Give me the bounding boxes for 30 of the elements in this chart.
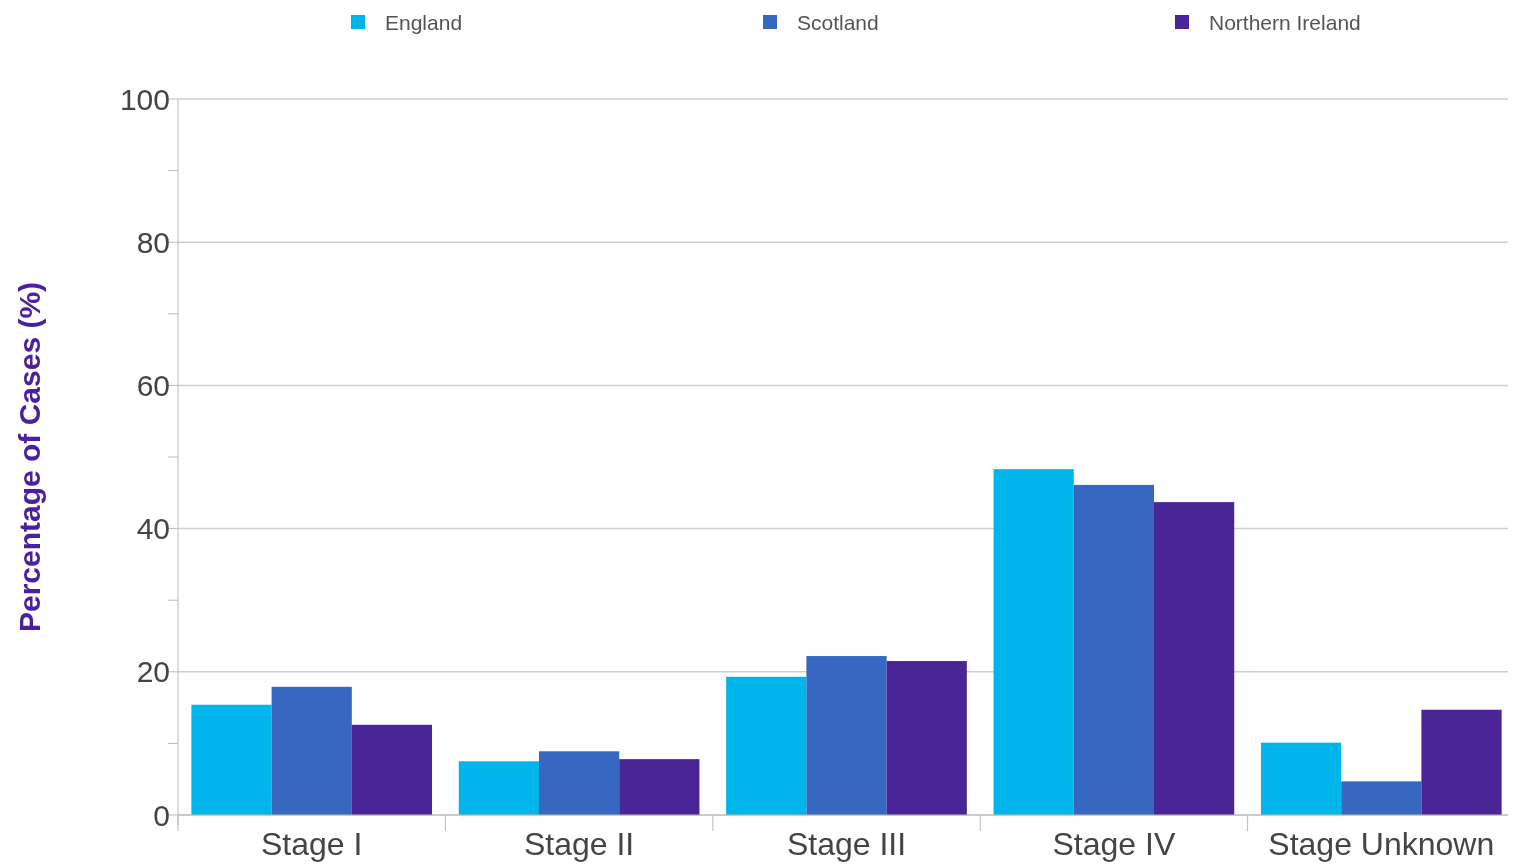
bar xyxy=(1260,742,1342,815)
legend-label: England xyxy=(385,11,463,35)
x-tick-label: Stage Unknown xyxy=(1268,826,1495,862)
y-axis-title: Percentage of Cases (%) xyxy=(13,281,46,633)
bar xyxy=(1073,484,1155,815)
legend-label: Scotland xyxy=(797,11,879,35)
y-tick-label: 80 xyxy=(136,225,170,259)
legend-label: Northern Ireland xyxy=(1209,11,1361,35)
bar xyxy=(726,676,807,815)
x-tick-label: Stage I xyxy=(261,826,363,862)
bar xyxy=(351,724,433,815)
bar xyxy=(1421,709,1502,815)
bar xyxy=(191,704,272,815)
y-tick-label: 60 xyxy=(136,368,170,402)
bar xyxy=(619,759,700,815)
y-tick-label: 20 xyxy=(136,655,170,689)
x-tick-label: Stage II xyxy=(523,826,635,862)
bar xyxy=(1341,781,1422,815)
bar xyxy=(1154,502,1235,815)
x-tick-label: Stage IV xyxy=(1052,826,1176,862)
bar xyxy=(993,469,1074,815)
y-tick-label: 40 xyxy=(136,512,170,546)
x-tick-label: Stage III xyxy=(786,826,907,862)
y-tick-label: 100 xyxy=(119,82,170,116)
bar xyxy=(538,751,620,815)
bar xyxy=(458,761,539,815)
y-tick-label: 0 xyxy=(153,798,170,832)
bar xyxy=(271,686,352,815)
bar xyxy=(886,661,967,815)
bar xyxy=(806,656,887,815)
